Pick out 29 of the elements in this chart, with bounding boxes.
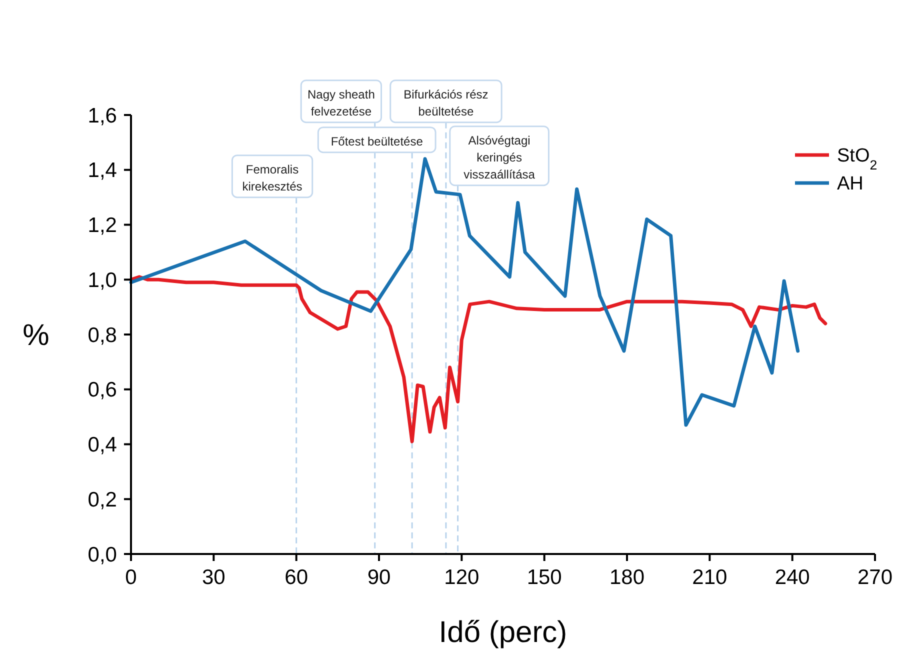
x-tick-label: 30 xyxy=(202,566,226,589)
x-tick-label: 90 xyxy=(367,566,391,589)
ref-line-label: Bifurkációs rész beültetése xyxy=(404,87,488,118)
x-tick-label: 0 xyxy=(125,566,137,589)
y-tick-label: 1,0 xyxy=(88,268,117,292)
x-tick-label: 210 xyxy=(692,566,728,589)
legend-label: AH xyxy=(837,174,864,195)
y-tick-label: 0,4 xyxy=(88,434,118,457)
ref-line-label: Nagy sheath felvezetése xyxy=(307,87,375,118)
y-tick-label: 0,6 xyxy=(88,378,117,402)
x-axis-title: Idő (perc) xyxy=(438,616,568,649)
x-tick-label: 270 xyxy=(857,566,893,589)
x-tick-label: 150 xyxy=(526,566,562,589)
ref-line-label: Femoralis kirekesztés xyxy=(242,162,302,194)
x-tick-label: 180 xyxy=(609,566,645,589)
y-tick-label: 1,4 xyxy=(88,159,118,182)
y-tick-label: 0,2 xyxy=(88,488,117,512)
y-axis-title: % xyxy=(22,319,50,352)
x-tick-label: 240 xyxy=(774,566,810,589)
y-tick-label: 1,6 xyxy=(88,104,117,128)
y-tick-label: 0,0 xyxy=(88,543,117,566)
y-tick-label: 1,2 xyxy=(88,214,117,238)
y-tick-label: 0,8 xyxy=(88,324,117,347)
x-tick-label: 120 xyxy=(444,566,480,589)
x-tick-label: 60 xyxy=(284,566,308,589)
legend-label: StO$_{2}$ xyxy=(837,146,878,172)
line-series xyxy=(129,275,828,444)
ref-line-label: Főtest beültetése xyxy=(330,134,424,148)
ref-line-label: Alsóvégtagi keringés visszaállítása xyxy=(464,133,536,182)
